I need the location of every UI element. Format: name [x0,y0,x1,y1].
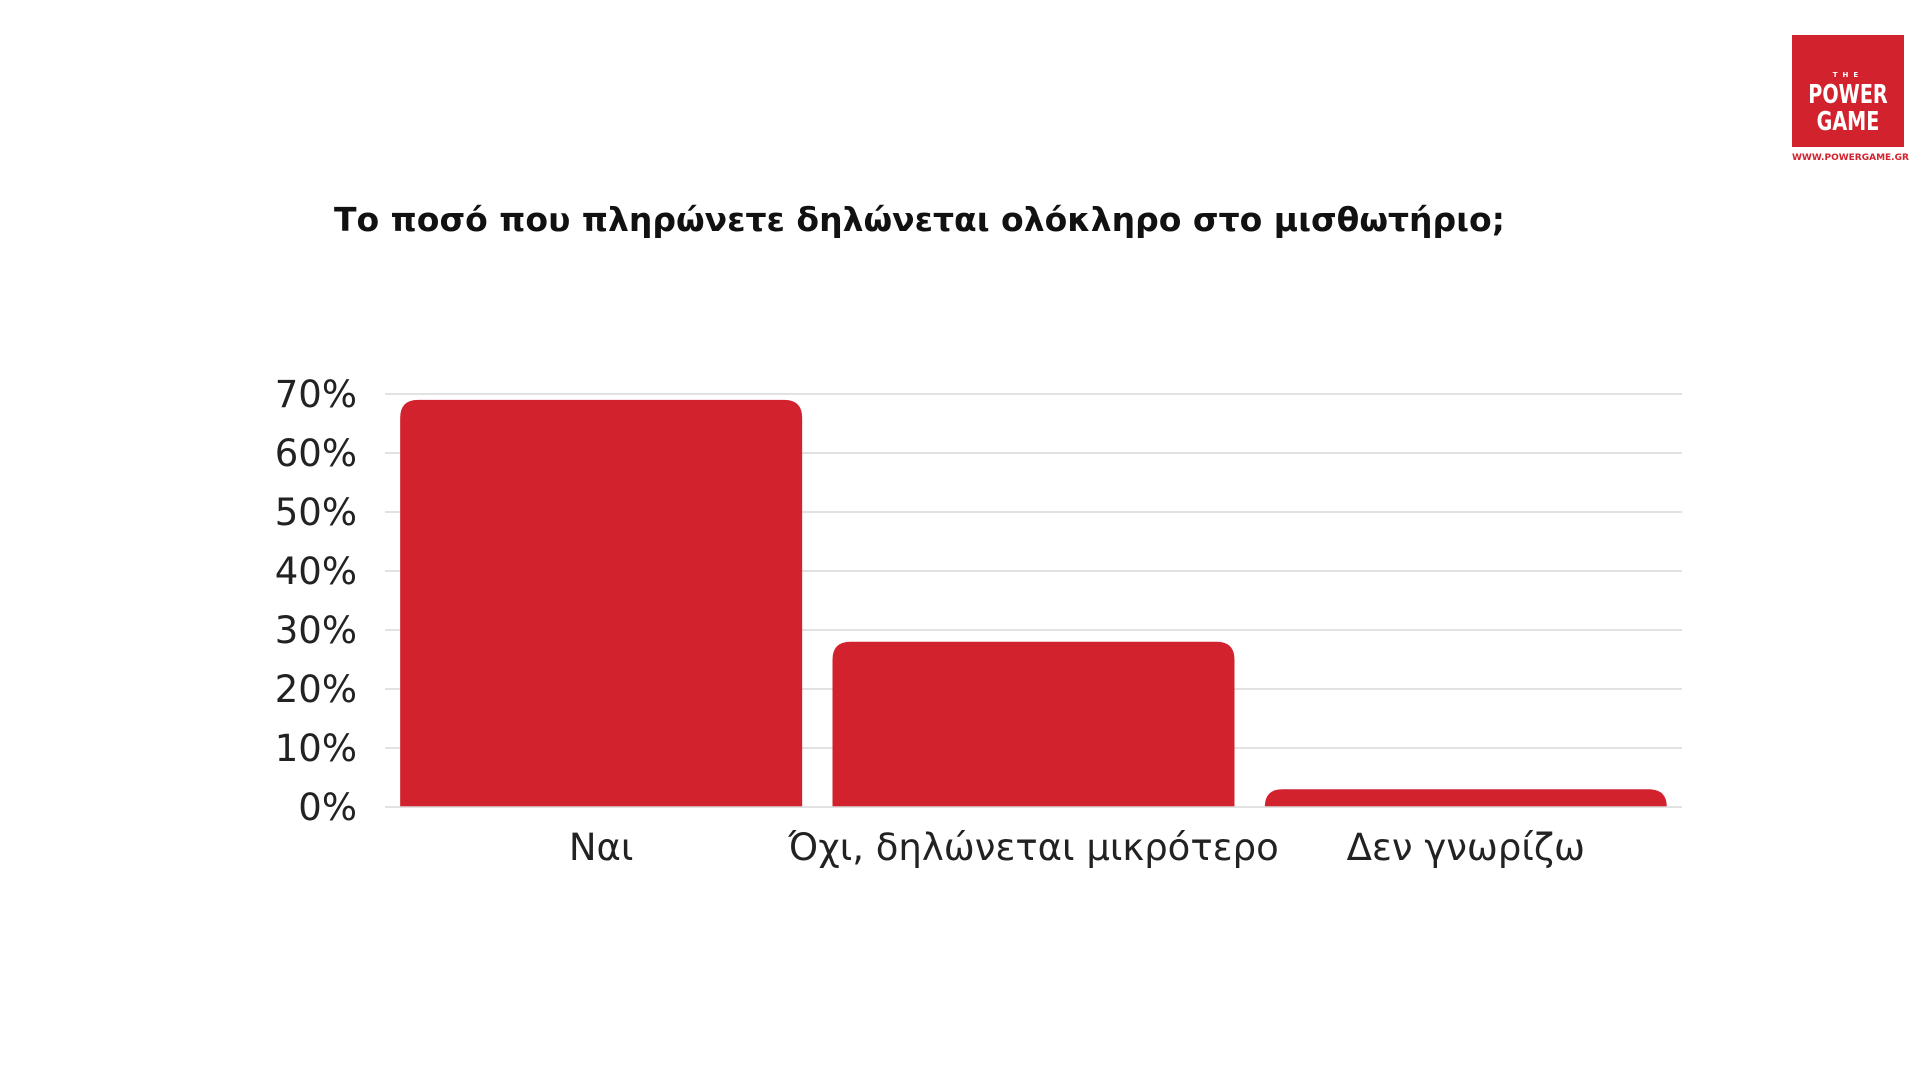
y-tick-label: 0% [298,786,357,829]
y-axis-tick-labels: 0% 10% 20% 30% 40% 50% 60% 70% [275,373,357,829]
y-tick-label: 10% [275,727,357,770]
bar [1264,789,1667,807]
logo-word-power: POWER [1808,80,1888,110]
chart-title: Το ποσό που πληρώνετε δηλώνεται ολόκληρο… [334,200,1505,239]
x-category-label: Ναι [569,826,634,869]
logo-box [1792,35,1904,147]
logo-word-game: GAME [1816,107,1880,137]
bar [400,399,803,807]
y-tick-label: 30% [275,609,357,652]
y-tick-label: 70% [275,373,357,416]
power-game-logo: THE POWER GAME WWW.POWERGAME.GR [1792,35,1909,167]
x-category-label: Δεν γνωρίζω [1347,826,1585,869]
x-category-label: Όχι, δηλώνεται μικρότερο [787,826,1278,869]
y-tick-label: 40% [275,550,357,593]
y-tick-label: 50% [275,491,357,534]
bar [832,641,1235,807]
x-axis-category-labels: Ναι Όχι, δηλώνεται μικρότερο Δεν γνωρίζω [569,826,1585,869]
logo-the-text: THE [1832,71,1864,79]
bars [400,399,1667,807]
y-tick-label: 20% [275,668,357,711]
y-tick-label: 60% [275,432,357,475]
logo-url: WWW.POWERGAME.GR [1792,153,1909,163]
